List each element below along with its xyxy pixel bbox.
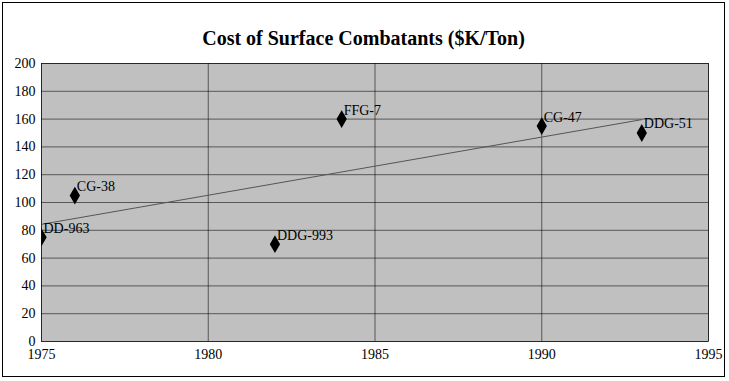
svg-text:100: 100 <box>15 195 36 210</box>
svg-text:DD-963: DD-963 <box>44 221 90 236</box>
svg-text:CG-38: CG-38 <box>77 179 115 194</box>
svg-text:FFG-7: FFG-7 <box>344 103 381 118</box>
svg-text:200: 200 <box>15 56 36 71</box>
svg-text:60: 60 <box>22 251 36 266</box>
svg-text:140: 140 <box>15 139 36 154</box>
svg-text:1980: 1980 <box>194 347 222 362</box>
svg-text:80: 80 <box>22 223 36 238</box>
svg-text:1985: 1985 <box>361 347 389 362</box>
svg-text:1975: 1975 <box>28 347 56 362</box>
svg-text:DDG-51: DDG-51 <box>644 116 693 131</box>
svg-text:160: 160 <box>15 112 36 127</box>
svg-text:1990: 1990 <box>528 347 556 362</box>
svg-text:180: 180 <box>15 84 36 99</box>
svg-text:1995: 1995 <box>695 347 723 362</box>
html-text:Cost of Surface Combatants ($K: Cost of Surface Combatants ($K/Ton) <box>202 27 525 49</box>
svg-text:120: 120 <box>15 167 36 182</box>
svg-text:20: 20 <box>22 306 36 321</box>
svg-text:0: 0 <box>28 334 36 349</box>
svg-text:CG-47: CG-47 <box>544 110 582 125</box>
svg-text:DDG-993: DDG-993 <box>277 228 333 243</box>
svg-text:40: 40 <box>22 278 36 293</box>
